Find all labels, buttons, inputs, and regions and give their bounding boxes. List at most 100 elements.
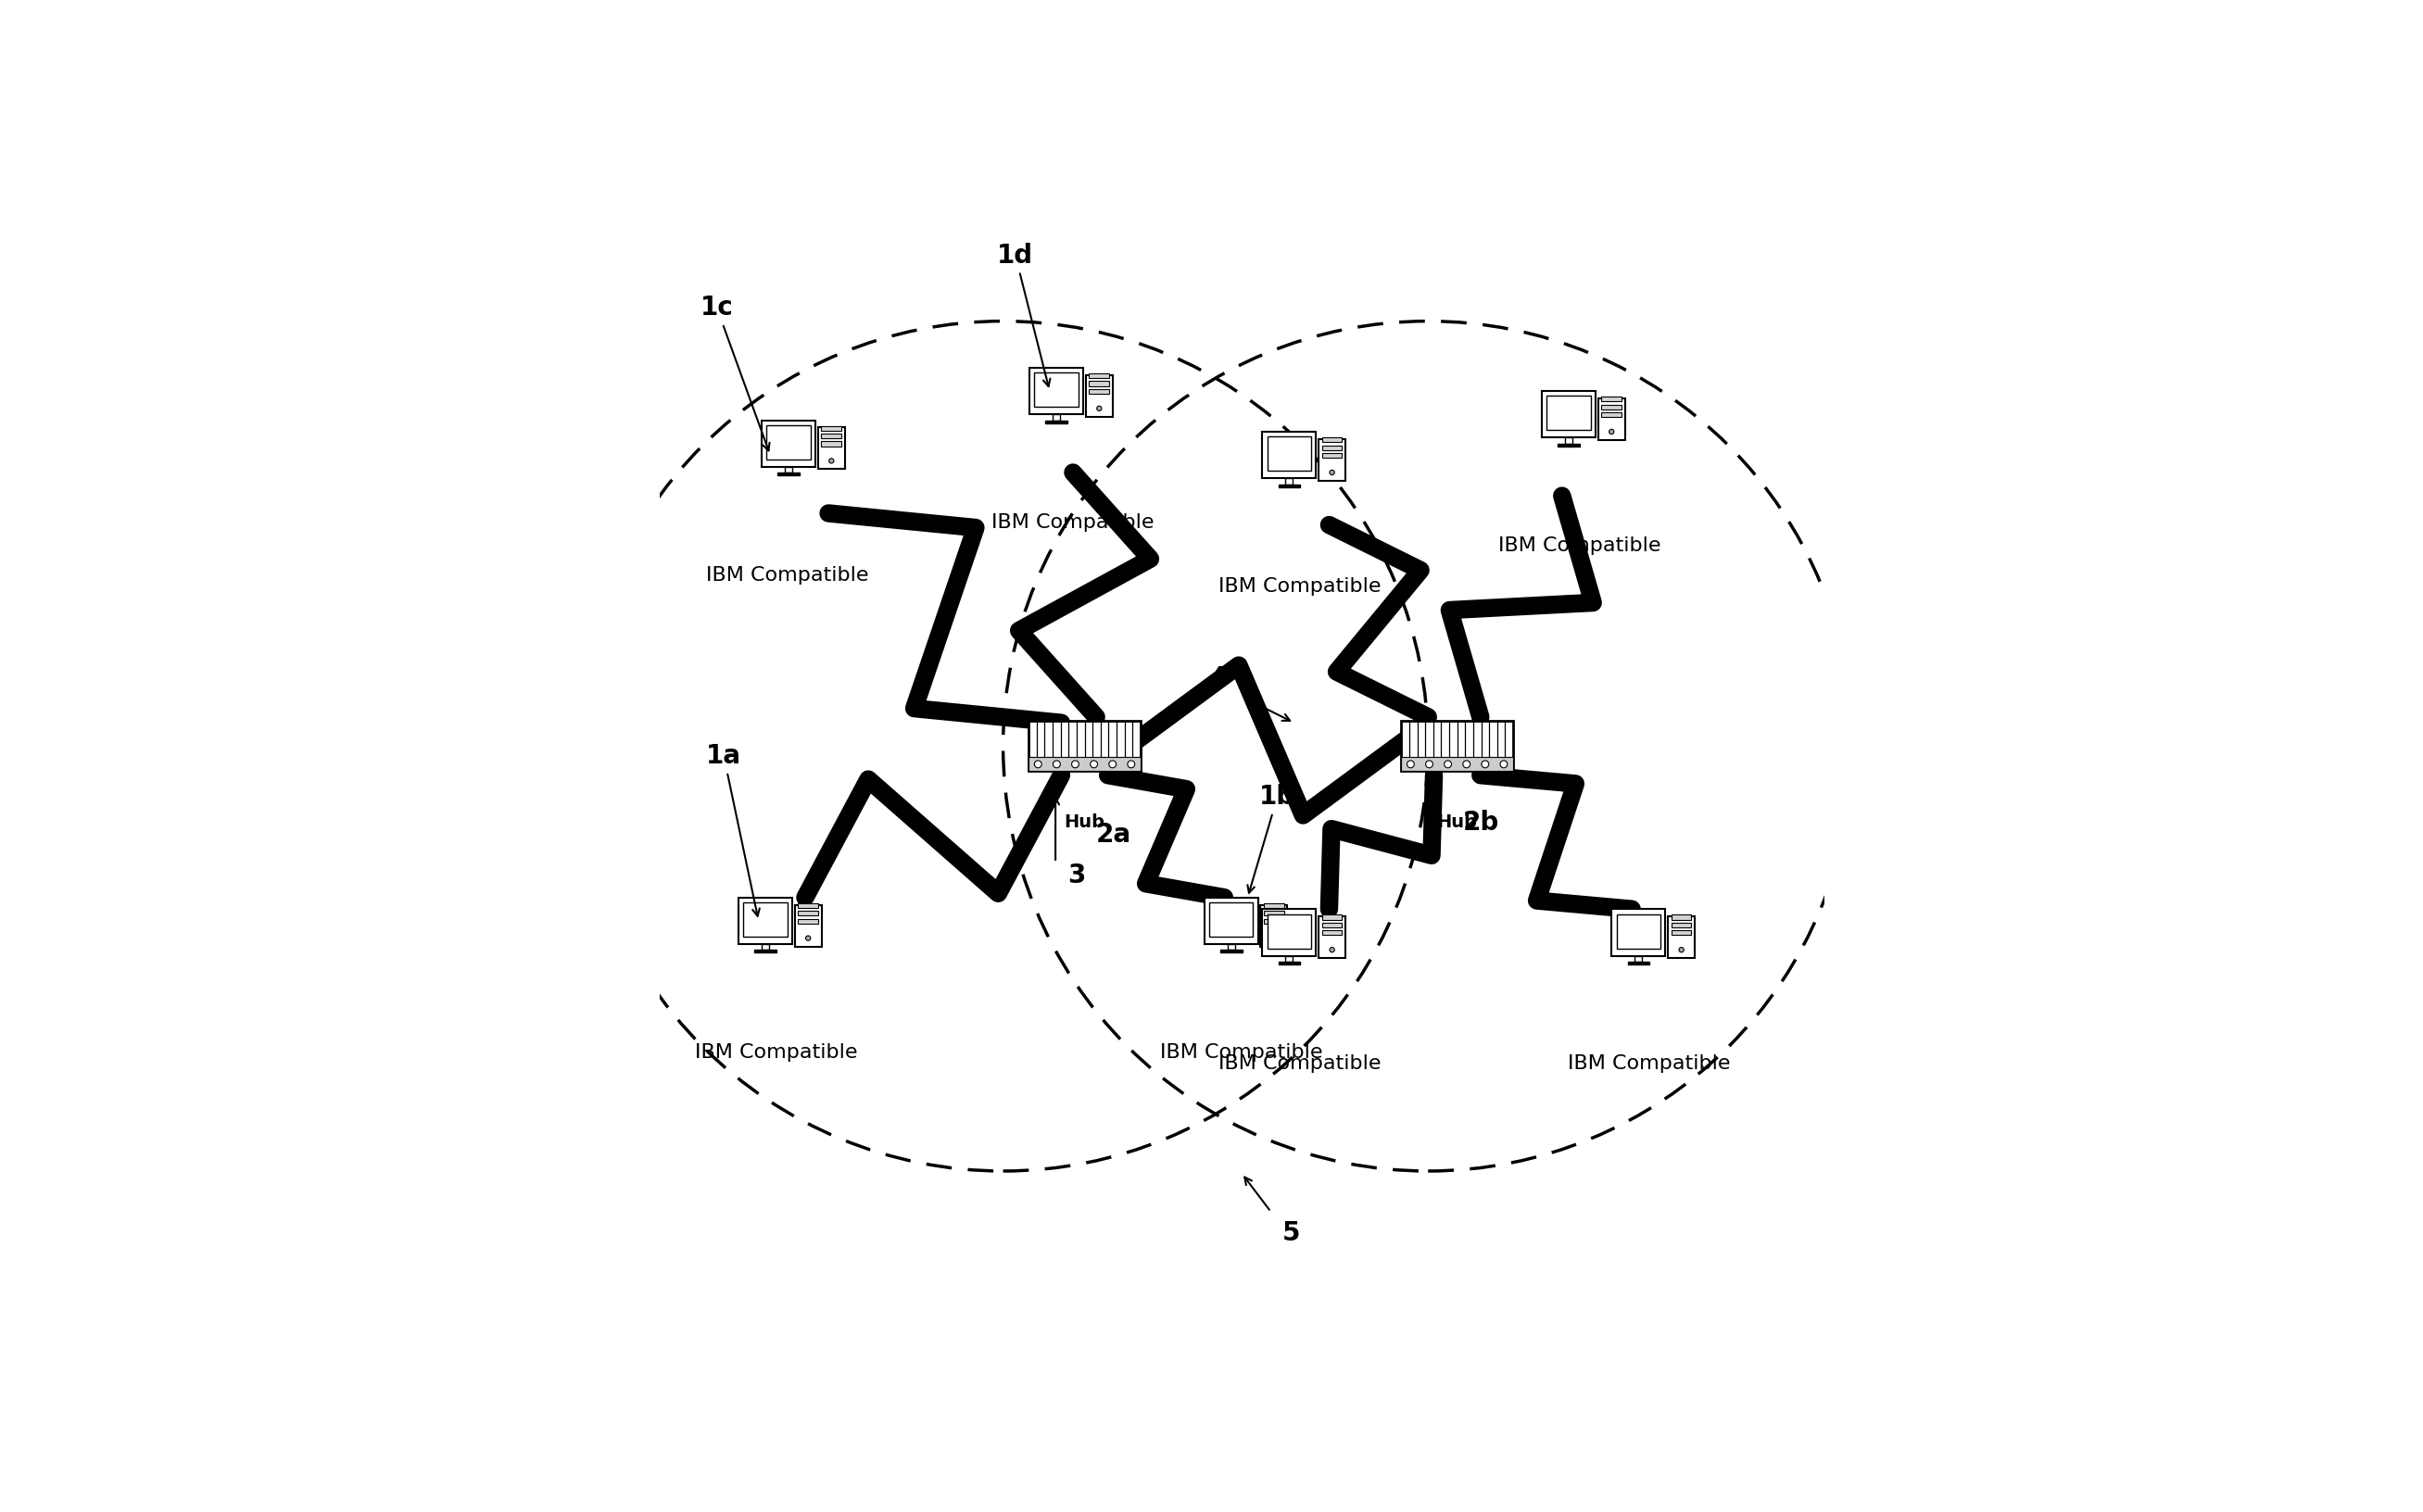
Bar [1323,930,1342,936]
Text: 2b: 2b [1463,810,1500,836]
Bar [1279,962,1301,965]
Text: 4: 4 [1209,665,1228,691]
Bar [1602,404,1621,410]
Circle shape [1330,470,1335,475]
Bar [1672,915,1691,919]
Bar [1565,437,1573,443]
Text: IBM Compatible: IBM Compatible [1161,1043,1323,1061]
Bar [1221,950,1243,953]
Bar [1267,915,1311,948]
Bar [1602,396,1621,402]
Bar [1267,437,1311,470]
Bar [1030,367,1083,414]
Bar [1262,432,1316,478]
Text: IBM Compatible: IBM Compatible [991,513,1153,532]
Bar [778,473,800,475]
Bar [761,420,817,467]
Bar [1400,758,1512,771]
Bar [1090,381,1110,386]
Circle shape [1679,948,1684,953]
Bar [1260,904,1287,947]
Text: 3: 3 [1066,862,1086,889]
Text: 1d: 1d [998,242,1049,387]
Circle shape [1110,761,1117,768]
Bar [819,428,846,469]
Bar [795,904,821,947]
Bar [1262,909,1316,956]
Circle shape [1054,761,1061,768]
Text: Hub: Hub [1064,813,1105,832]
Text: 2a: 2a [1095,823,1132,848]
Bar [1035,373,1078,407]
Bar [1318,438,1345,481]
Bar [1204,898,1258,943]
Bar [797,919,819,924]
Bar [1265,903,1284,907]
Bar [1030,758,1141,771]
Bar [1287,956,1294,962]
Bar [821,434,841,438]
Text: IBM Compatible: IBM Compatible [708,565,870,584]
Bar [1672,922,1691,927]
Bar [1090,389,1110,393]
Bar [1323,922,1342,927]
Bar [1636,956,1643,962]
Bar [1323,445,1342,451]
Bar [821,442,841,446]
Circle shape [1425,761,1432,768]
Bar [1323,915,1342,919]
Circle shape [1127,761,1134,768]
Bar [1602,413,1621,417]
Circle shape [1408,761,1415,768]
Text: 1c: 1c [700,295,771,451]
Circle shape [829,458,834,463]
Bar [1541,392,1597,437]
Bar [1228,943,1236,950]
Text: IBM Compatible: IBM Compatible [1568,1055,1730,1074]
Circle shape [807,936,812,940]
Text: IBM Compatible: IBM Compatible [1497,537,1660,555]
Bar [1558,443,1580,446]
Bar [1611,909,1665,956]
Bar [744,903,787,936]
Bar [797,903,819,907]
Circle shape [1272,936,1277,940]
Text: 5: 5 [1282,1220,1301,1246]
Circle shape [1098,407,1102,411]
Bar [1287,478,1294,484]
Bar [1030,721,1141,771]
Bar [1209,903,1253,936]
Bar [1323,437,1342,442]
Circle shape [1480,761,1488,768]
Bar [1318,916,1345,959]
Bar [1616,915,1660,948]
Bar [766,425,812,460]
Text: Hub: Hub [1437,813,1478,832]
Circle shape [1444,761,1451,768]
Bar [1090,373,1110,378]
Circle shape [1463,761,1471,768]
Bar [1086,375,1112,417]
Text: 1a: 1a [705,744,761,916]
Text: IBM Compatible: IBM Compatible [1219,1055,1381,1074]
Circle shape [1330,948,1335,953]
Circle shape [1500,761,1507,768]
Bar [1400,721,1512,771]
Bar [1628,962,1650,965]
Circle shape [1071,761,1078,768]
Bar [1044,420,1069,423]
Bar [1265,919,1284,924]
Text: IBM Compatible: IBM Compatible [695,1043,858,1061]
Bar [785,467,792,473]
Circle shape [1609,429,1614,434]
Text: IBM Compatible: IBM Compatible [1219,578,1381,596]
Bar [821,426,841,431]
Bar [1667,916,1694,959]
Bar [1672,930,1691,936]
Bar [1546,396,1592,431]
Bar [1279,484,1301,487]
Bar [1599,399,1626,440]
Bar [1323,454,1342,458]
Circle shape [1035,761,1042,768]
Bar [797,910,819,916]
